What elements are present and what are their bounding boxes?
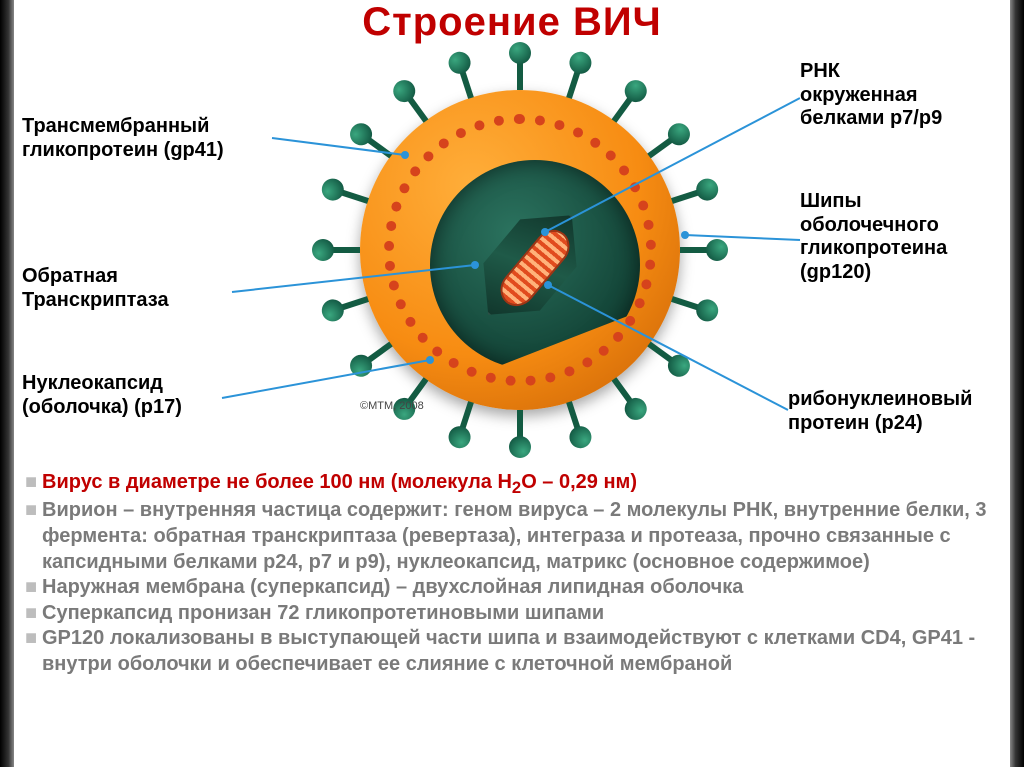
- body-line-2: Вирион – внутренняя частица содержит: ге…: [42, 498, 1010, 575]
- label-gp120: Шипыоболочечногогликопротеина(gp120): [800, 190, 947, 284]
- gp120-spike: [567, 65, 583, 99]
- body-line-4: Суперкапсид пронизан 72 гликопротетиновы…: [42, 601, 604, 627]
- body-line-3: Наружная мембрана (суперкапсид) – двухсл…: [42, 575, 743, 601]
- bullet-icon: ■: [24, 626, 38, 677]
- body-text: ■ Вирус в диаметре не более 100 нм (моле…: [24, 470, 1010, 677]
- bullet-icon: ■: [24, 470, 38, 498]
- gp120-spike: [671, 297, 705, 313]
- gp120-spike: [612, 91, 637, 122]
- label-rna: РНКокруженнаябелками p7/p9: [800, 60, 942, 131]
- gp120-spike: [680, 247, 714, 253]
- body-line-1: Вирус в диаметре не более 100 нм (молеку…: [42, 470, 637, 498]
- gp120-spike: [648, 342, 679, 367]
- label-rt: ОбратнаяТранскриптаза: [22, 265, 169, 312]
- gp120-spike: [326, 247, 360, 253]
- page-title: Строение ВИЧ: [0, 0, 1024, 45]
- gp120-spike: [361, 134, 392, 159]
- bullet-icon: ■: [24, 601, 38, 627]
- body-line-5: GP120 локализованы в выступающей части ш…: [42, 626, 1010, 677]
- gp120-spike: [671, 187, 705, 203]
- gp120-spike: [517, 410, 523, 444]
- gp120-spike: [457, 401, 473, 435]
- gp120-spike: [567, 401, 583, 435]
- gp120-spike: [404, 91, 429, 122]
- label-gp41: Трансмембранныйгликопротеин (gp41): [22, 115, 224, 162]
- gp120-spike: [457, 65, 473, 99]
- gp120-spike: [648, 134, 679, 159]
- gp120-spike: [335, 187, 369, 203]
- label-p17: Нуклеокапсид(оболочка) (p17): [22, 372, 182, 419]
- hiv-diagram: [320, 50, 720, 450]
- gp120-spike: [361, 342, 392, 367]
- gp120-spike: [612, 378, 637, 409]
- slide-edge-left: [0, 0, 14, 767]
- image-credit: ©MTM, 2008: [360, 400, 424, 412]
- slide-edge-right: [1010, 0, 1024, 767]
- label-p24: рибонуклеиновыйпротеин (p24): [788, 388, 972, 435]
- gp120-spike: [335, 297, 369, 313]
- gp120-spike: [517, 56, 523, 90]
- bullet-icon: ■: [24, 575, 38, 601]
- bullet-icon: ■: [24, 498, 38, 575]
